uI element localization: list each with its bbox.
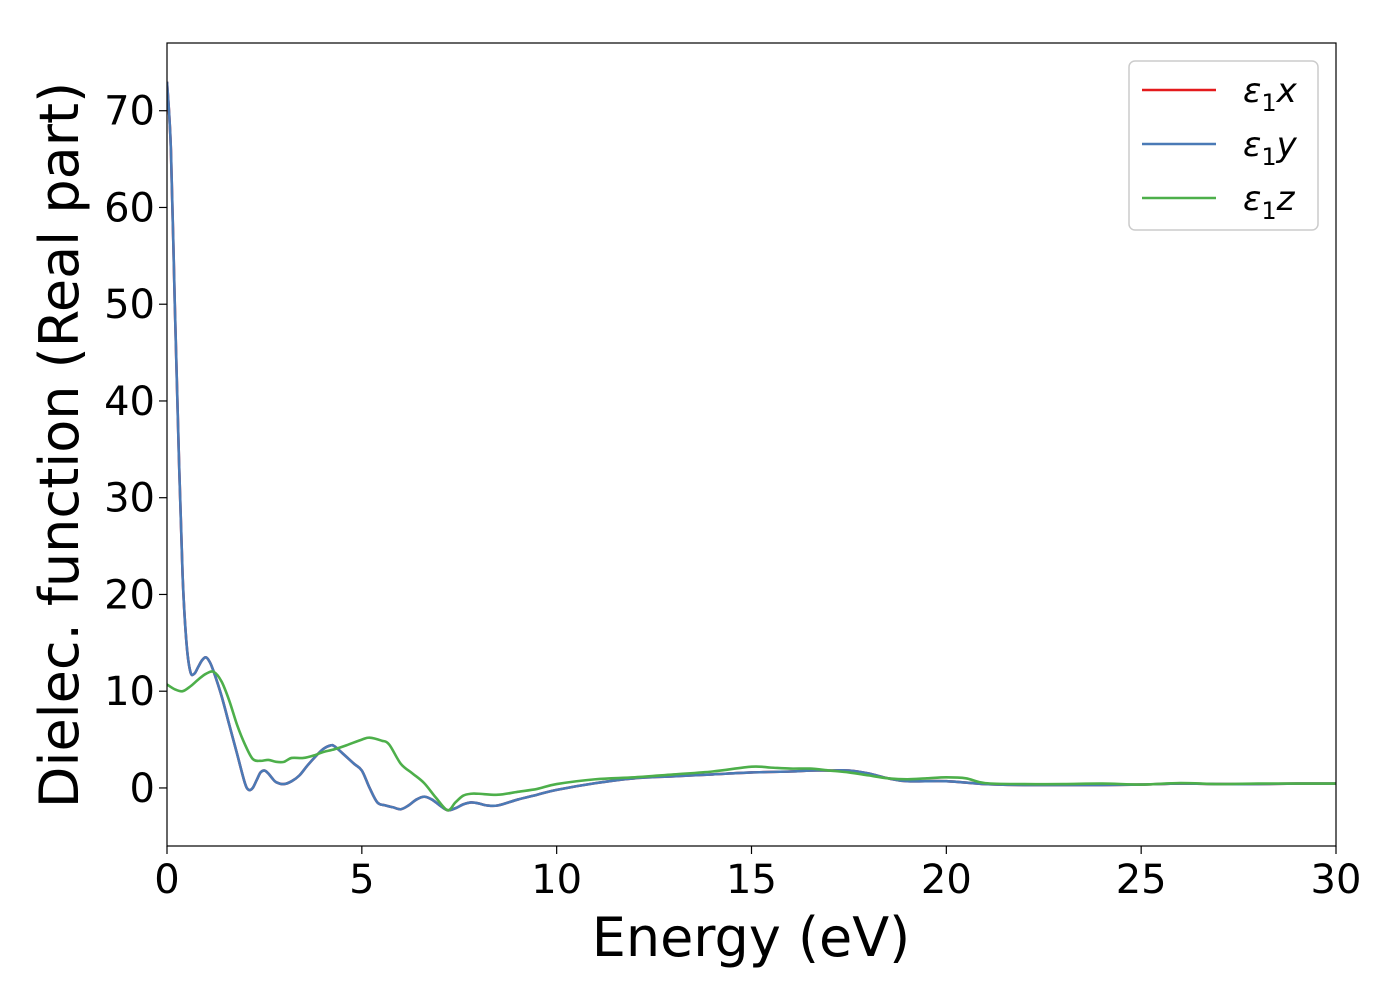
legend-subscript: 1 [1261, 89, 1276, 117]
x-tick-label: 30 [1311, 857, 1362, 903]
y-tick-label: 20 [104, 572, 155, 618]
y-tick-label: 50 [104, 282, 155, 328]
y-tick-label: 0 [130, 766, 155, 812]
legend-symbol: ε [1243, 125, 1261, 165]
legend-label-z: ε1z [1243, 179, 1296, 225]
legend-label-y: ε1y [1243, 125, 1298, 171]
y-axis: 0 10 20 30 40 50 60 70 [104, 89, 167, 812]
y-tick-label: 10 [104, 669, 155, 715]
x-axis: 0 5 10 15 20 25 30 [154, 846, 1361, 903]
y-tick-label: 30 [104, 476, 155, 522]
legend-component: x [1276, 71, 1298, 111]
legend-box [1128, 60, 1319, 231]
x-tick-label: 15 [726, 857, 777, 903]
x-tick-label: 0 [154, 857, 179, 903]
legend-symbol: ε [1243, 71, 1261, 111]
series-layer [167, 81, 1336, 812]
y-tick-label: 40 [104, 379, 155, 425]
legend-subscript: 1 [1261, 197, 1276, 225]
series-line-z [167, 670, 1336, 812]
y-tick-label: 60 [104, 185, 155, 231]
y-axis-label: Dielec. function (Real part) [28, 82, 91, 808]
x-axis-label: Energy (eV) [592, 906, 911, 969]
series-line-y [167, 81, 1336, 812]
legend-symbol: ε [1243, 179, 1261, 219]
x-tick-label: 5 [349, 857, 374, 903]
legend-component: z [1276, 179, 1296, 219]
legend-subscript: 1 [1261, 143, 1276, 171]
y-tick-label: 70 [104, 89, 155, 135]
legend-component: y [1276, 125, 1298, 165]
x-tick-label: 20 [921, 857, 972, 903]
x-tick-label: 25 [1116, 857, 1167, 903]
x-tick-label: 10 [531, 857, 582, 903]
legend-label-x: ε1x [1243, 71, 1298, 117]
